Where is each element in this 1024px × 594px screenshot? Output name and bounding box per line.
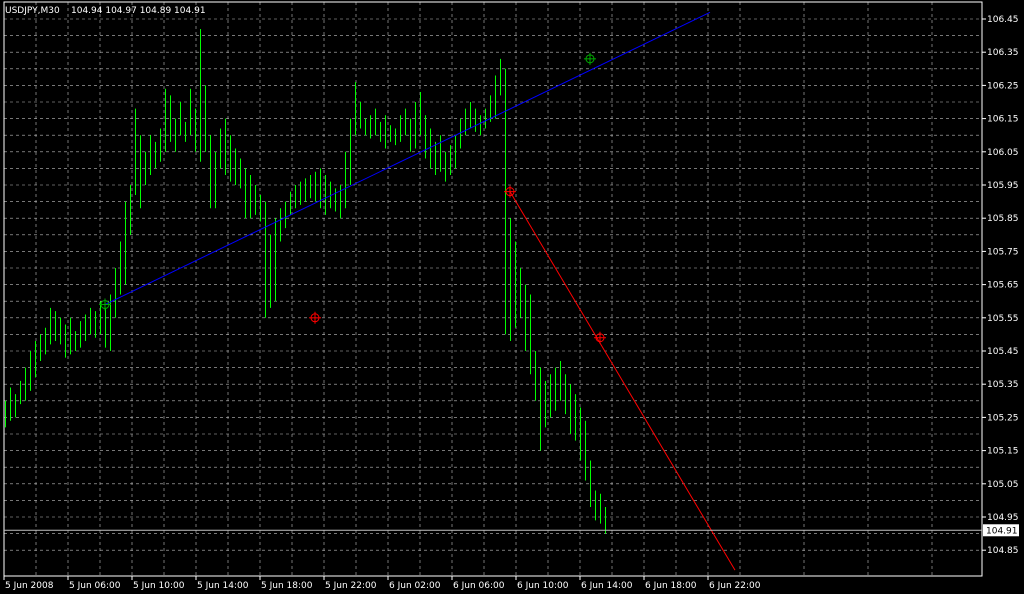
x-tick-label: 5 Jun 18:00	[261, 581, 313, 591]
y-tick-label: 106.35	[987, 48, 1019, 58]
x-tick-label: 6 Jun 06:00	[453, 581, 505, 591]
anchor-marker	[309, 311, 321, 324]
x-tick-label: 5 Jun 06:00	[69, 581, 121, 591]
y-tick-label: 106.05	[987, 148, 1019, 158]
x-tick-label: 5 Jun 10:00	[133, 581, 185, 591]
y-tick-label: 106.25	[987, 81, 1019, 91]
chart-header-symbol: USDJPY,M30	[5, 6, 60, 16]
y-tick-label: 105.95	[987, 181, 1019, 191]
x-tick-label: 6 Jun 10:00	[517, 581, 569, 591]
y-tick-label: 104.95	[987, 513, 1019, 523]
trendline-down[interactable]	[509, 191, 736, 571]
y-tick-label: 105.75	[987, 247, 1019, 257]
x-tick-label: 5 Jun 14:00	[197, 581, 249, 591]
x-tick-label: 6 Jun 14:00	[581, 581, 633, 591]
y-tick-label: 105.65	[987, 281, 1019, 291]
y-tick-label: 105.45	[987, 347, 1019, 357]
anchor-marker	[584, 52, 596, 65]
y-tick-label: 106.45	[987, 15, 1019, 25]
y-tick-label: 105.85	[987, 214, 1019, 224]
y-tick-label: 105.55	[987, 314, 1019, 324]
x-tick-label: 5 Jun 2008	[5, 581, 54, 591]
y-tick-label: 105.25	[987, 413, 1019, 423]
x-tick-label: 5 Jun 22:00	[325, 581, 377, 591]
current-price-label: 104.91	[986, 526, 1018, 536]
chart-header-ohlc: 104.94 104.97 104.89 104.91	[71, 6, 206, 16]
trendlines[interactable]	[104, 11, 736, 571]
anchor-marker	[99, 298, 111, 311]
ohlc-bars	[5, 28, 606, 534]
y-tick-label: 104.85	[987, 546, 1019, 556]
y-tick-label: 105.05	[987, 480, 1019, 490]
x-tick-label: 6 Jun 02:00	[389, 581, 441, 591]
anchor-marker	[594, 331, 606, 344]
y-tick-label: 106.15	[987, 115, 1019, 125]
anchor-marker	[504, 185, 516, 198]
current-price-tag	[983, 524, 1019, 537]
y-tick-label: 105.35	[987, 380, 1019, 390]
y-tick-label: 105.15	[987, 447, 1019, 457]
axes: 106.45 106.35 106.25 106.15 106.05 105.95 105.…	[3, 1, 1019, 591]
grid	[3, 2, 982, 576]
x-tick-label: 6 Jun 18:00	[645, 581, 697, 591]
plot-frame	[3, 1, 983, 577]
trendline-up[interactable]	[104, 11, 711, 305]
markers	[99, 52, 606, 344]
x-tick-label: 6 Jun 22:00	[709, 581, 761, 591]
